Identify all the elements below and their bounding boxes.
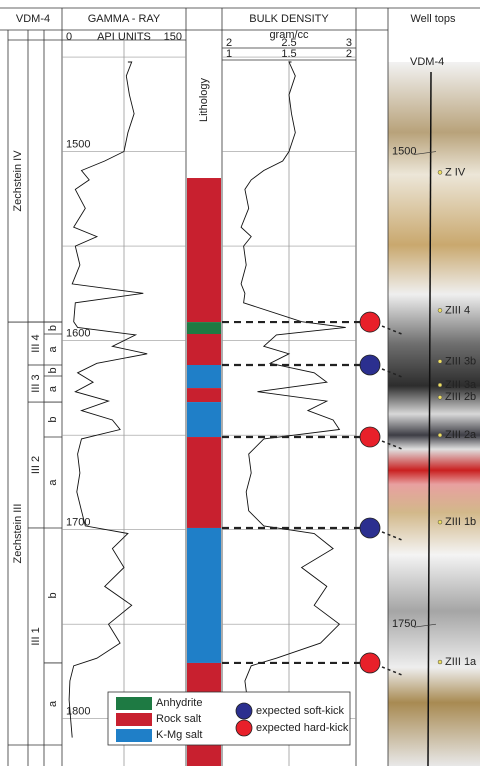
lithology-interval [187,528,221,663]
header-tops: Well tops [410,13,456,25]
density-curve [241,62,346,738]
tops-well: VDM-4 [410,56,444,68]
top-marker [438,308,442,312]
strat-label: Zechstein IV [12,150,24,212]
kick-marker [360,653,380,673]
legend-swatch [116,697,152,710]
strat-label: III 4 [30,334,42,352]
lithology-interval [187,388,221,402]
lithology-interval [187,437,221,528]
strat-label: a [47,700,59,707]
legend-swatch [116,713,152,726]
strat-label: a [47,346,59,353]
header-density: BULK DENSITY [249,13,329,25]
kick-marker [360,355,380,375]
top-label: ZIII 2a [445,429,477,441]
top-marker [438,383,442,387]
legend-label: Anhydrite [156,697,202,709]
legend-label: Rock salt [156,713,201,725]
strat-label: III 3 [30,374,42,392]
top-label: ZIII 4 [445,304,470,316]
seismic-depth-label: 1750 [392,618,416,630]
seismic-depth-label: 1500 [392,145,416,157]
depth-label: 1700 [66,517,90,529]
density-scale-label: 2 [346,48,352,60]
depth-label: 1500 [66,138,90,150]
kick-marker [360,312,380,332]
lithology-interval [187,365,221,388]
top-label: ZIII 2b [445,391,476,403]
top-label: ZIII 1a [445,656,477,668]
density-scale-label: 1 [226,48,232,60]
top-marker [438,660,442,664]
top-marker [438,170,442,174]
density-scale-label: 1.5 [281,48,296,60]
top-label: Z IV [445,166,466,178]
strat-label: b [47,325,59,331]
legend-label: K-Mg salt [156,729,202,741]
strat-label: a [47,479,59,486]
lithology-interval [187,178,221,322]
page: VDM-4 GAMMA - RAY BULK DENSITY Well tops… [0,0,480,766]
depth-label: 1600 [66,328,90,340]
header-gamma: GAMMA - RAY [88,13,161,25]
legend-swatch [116,729,152,742]
top-marker [438,433,442,437]
well-log-figure: VDM-4 GAMMA - RAY BULK DENSITY Well tops… [0,0,480,766]
legend-symbol [236,720,252,736]
top-label: ZIII 3b [445,355,476,367]
top-marker [438,395,442,399]
strat-label: Zechstein III [12,504,24,564]
strat-label: b [47,592,59,598]
gamma-max: 150 [164,31,182,43]
kick-marker [360,427,380,447]
strat-label: b [47,367,59,373]
lithology-interval [187,322,221,334]
top-label: ZIII 3a [445,379,477,391]
strat-label: III 1 [30,627,42,645]
legend-symbol [236,703,252,719]
kick-marker [360,518,380,538]
header-well: VDM-4 [16,13,50,25]
lithology-title: Lithology [198,77,210,122]
strat-label: b [47,416,59,422]
top-marker [438,520,442,524]
top-label: ZIII 1b [445,516,476,528]
gamma-ray-curve [69,62,147,738]
strat-label: III 2 [30,456,42,474]
legend-label: expected hard-kick [256,722,349,734]
gamma-min: 0 [66,31,72,43]
strat-label: a [47,385,59,392]
lithology-interval [187,402,221,437]
lithology-interval [187,334,221,365]
top-marker [438,359,442,363]
legend-label: expected soft-kick [256,705,345,717]
